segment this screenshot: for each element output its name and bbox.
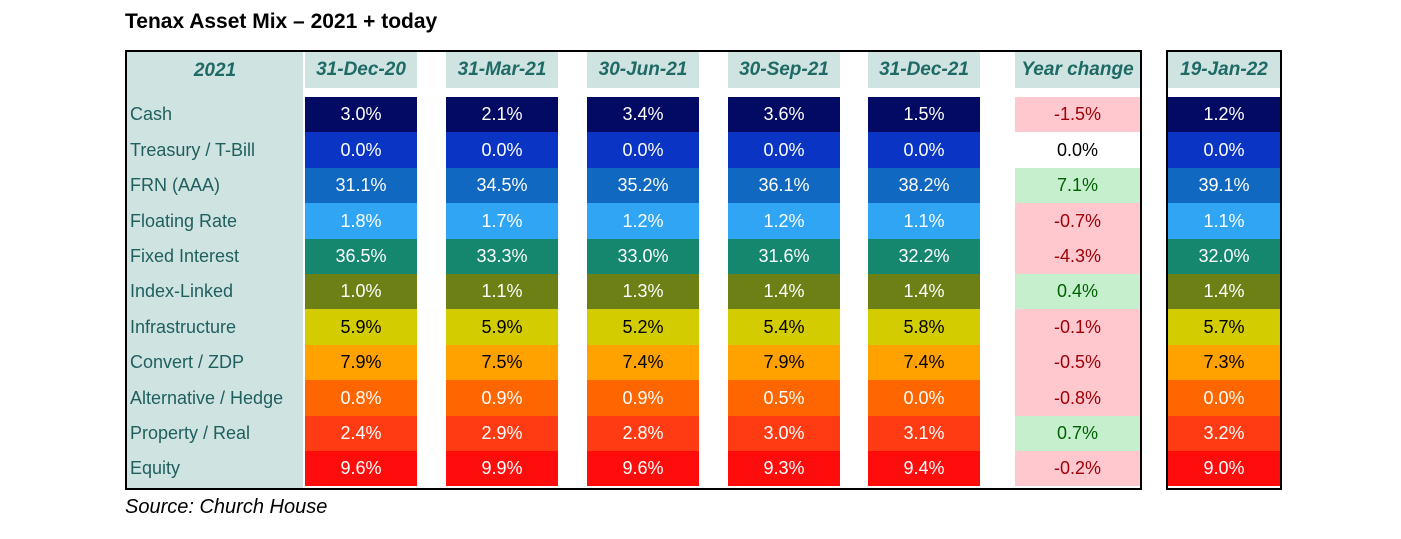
value-cell: 0.0% bbox=[868, 380, 980, 416]
row-label: Index-Linked bbox=[127, 274, 303, 309]
value-cell: 1.4% bbox=[868, 274, 980, 309]
value-cell: 0.9% bbox=[587, 380, 699, 416]
value-cell: 7.9% bbox=[305, 345, 417, 380]
value-cell: 36.5% bbox=[305, 239, 417, 274]
value-cell: 3.1% bbox=[868, 416, 980, 451]
value-cell: 3.6% bbox=[728, 97, 840, 132]
row-label: Treasury / T-Bill bbox=[127, 132, 303, 168]
today-value-cell: 39.1% bbox=[1168, 168, 1280, 203]
year-change-cell: 7.1% bbox=[1015, 168, 1140, 203]
value-cell: 38.2% bbox=[868, 168, 980, 203]
value-cell: 0.9% bbox=[446, 380, 558, 416]
table-title: Tenax Asset Mix – 2021 + today bbox=[125, 10, 438, 33]
value-cell: 33.3% bbox=[446, 239, 558, 274]
value-cell: 0.8% bbox=[305, 380, 417, 416]
year-header: 2021 bbox=[127, 52, 303, 90]
year-change-cell: -1.5% bbox=[1015, 97, 1140, 132]
today-value-cell: 9.0% bbox=[1168, 451, 1280, 486]
row-label: Infrastructure bbox=[127, 309, 303, 345]
value-cell: 0.0% bbox=[446, 132, 558, 168]
value-cell: 1.4% bbox=[728, 274, 840, 309]
value-cell: 0.0% bbox=[305, 132, 417, 168]
value-cell: 5.8% bbox=[868, 309, 980, 345]
value-cell: 0.0% bbox=[868, 132, 980, 168]
value-cell: 7.9% bbox=[728, 345, 840, 380]
value-cell: 7.4% bbox=[868, 345, 980, 380]
column-header: 30-Jun-21 bbox=[587, 52, 699, 88]
value-cell: 0.0% bbox=[728, 132, 840, 168]
row-label: Alternative / Hedge bbox=[127, 380, 303, 416]
value-cell: 31.1% bbox=[305, 168, 417, 203]
row-label: Property / Real bbox=[127, 416, 303, 451]
today-value-cell: 1.1% bbox=[1168, 203, 1280, 239]
today-value-cell: 0.0% bbox=[1168, 132, 1280, 168]
value-cell: 34.5% bbox=[446, 168, 558, 203]
row-label: Fixed Interest bbox=[127, 239, 303, 274]
year-change-cell: -0.1% bbox=[1015, 309, 1140, 345]
today-value-cell: 0.0% bbox=[1168, 380, 1280, 416]
column-header: 31-Dec-21 bbox=[868, 52, 980, 88]
today-value-cell: 5.7% bbox=[1168, 309, 1280, 345]
value-cell: 9.6% bbox=[587, 451, 699, 486]
row-label: Cash bbox=[127, 97, 303, 132]
value-cell: 0.5% bbox=[728, 380, 840, 416]
row-label: Floating Rate bbox=[127, 203, 303, 239]
value-cell: 7.5% bbox=[446, 345, 558, 380]
row-label: FRN (AAA) bbox=[127, 168, 303, 203]
year-change-cell: 0.7% bbox=[1015, 416, 1140, 451]
value-cell: 5.9% bbox=[446, 309, 558, 345]
value-cell: 9.6% bbox=[305, 451, 417, 486]
value-cell: 9.9% bbox=[446, 451, 558, 486]
row-label: Convert / ZDP bbox=[127, 345, 303, 380]
value-cell: 1.1% bbox=[868, 203, 980, 239]
value-cell: 2.9% bbox=[446, 416, 558, 451]
today-value-cell: 3.2% bbox=[1168, 416, 1280, 451]
value-cell: 0.0% bbox=[587, 132, 699, 168]
value-cell: 33.0% bbox=[587, 239, 699, 274]
today-value-cell: 1.4% bbox=[1168, 274, 1280, 309]
value-cell: 1.1% bbox=[446, 274, 558, 309]
value-cell: 2.8% bbox=[587, 416, 699, 451]
value-cell: 9.4% bbox=[868, 451, 980, 486]
year-change-cell: -0.5% bbox=[1015, 345, 1140, 380]
value-cell: 2.4% bbox=[305, 416, 417, 451]
column-header: 30-Sep-21 bbox=[728, 52, 840, 88]
change-header: Year change bbox=[1015, 52, 1140, 88]
value-cell: 5.2% bbox=[587, 309, 699, 345]
value-cell: 1.5% bbox=[868, 97, 980, 132]
column-header: 31-Dec-20 bbox=[305, 52, 417, 88]
value-cell: 3.0% bbox=[305, 97, 417, 132]
value-cell: 36.1% bbox=[728, 168, 840, 203]
year-change-cell: -0.2% bbox=[1015, 451, 1140, 486]
value-cell: 31.6% bbox=[728, 239, 840, 274]
value-cell: 1.0% bbox=[305, 274, 417, 309]
value-cell: 7.4% bbox=[587, 345, 699, 380]
year-change-cell: 0.0% bbox=[1015, 132, 1140, 168]
value-cell: 2.1% bbox=[446, 97, 558, 132]
today-value-cell: 32.0% bbox=[1168, 239, 1280, 274]
today-header: 19-Jan-22 bbox=[1168, 52, 1280, 88]
row-label: Equity bbox=[127, 451, 303, 486]
value-cell: 35.2% bbox=[587, 168, 699, 203]
value-cell: 1.7% bbox=[446, 203, 558, 239]
value-cell: 5.9% bbox=[305, 309, 417, 345]
column-header: 31-Mar-21 bbox=[446, 52, 558, 88]
today-value-cell: 7.3% bbox=[1168, 345, 1280, 380]
source-note: Source: Church House bbox=[125, 496, 328, 518]
year-change-cell: -4.3% bbox=[1015, 239, 1140, 274]
value-cell: 1.8% bbox=[305, 203, 417, 239]
year-change-cell: -0.7% bbox=[1015, 203, 1140, 239]
value-cell: 3.4% bbox=[587, 97, 699, 132]
value-cell: 32.2% bbox=[868, 239, 980, 274]
value-cell: 1.2% bbox=[587, 203, 699, 239]
year-change-cell: -0.8% bbox=[1015, 380, 1140, 416]
value-cell: 1.3% bbox=[587, 274, 699, 309]
value-cell: 3.0% bbox=[728, 416, 840, 451]
value-cell: 5.4% bbox=[728, 309, 840, 345]
value-cell: 9.3% bbox=[728, 451, 840, 486]
value-cell: 1.2% bbox=[728, 203, 840, 239]
today-value-cell: 1.2% bbox=[1168, 97, 1280, 132]
year-change-cell: 0.4% bbox=[1015, 274, 1140, 309]
